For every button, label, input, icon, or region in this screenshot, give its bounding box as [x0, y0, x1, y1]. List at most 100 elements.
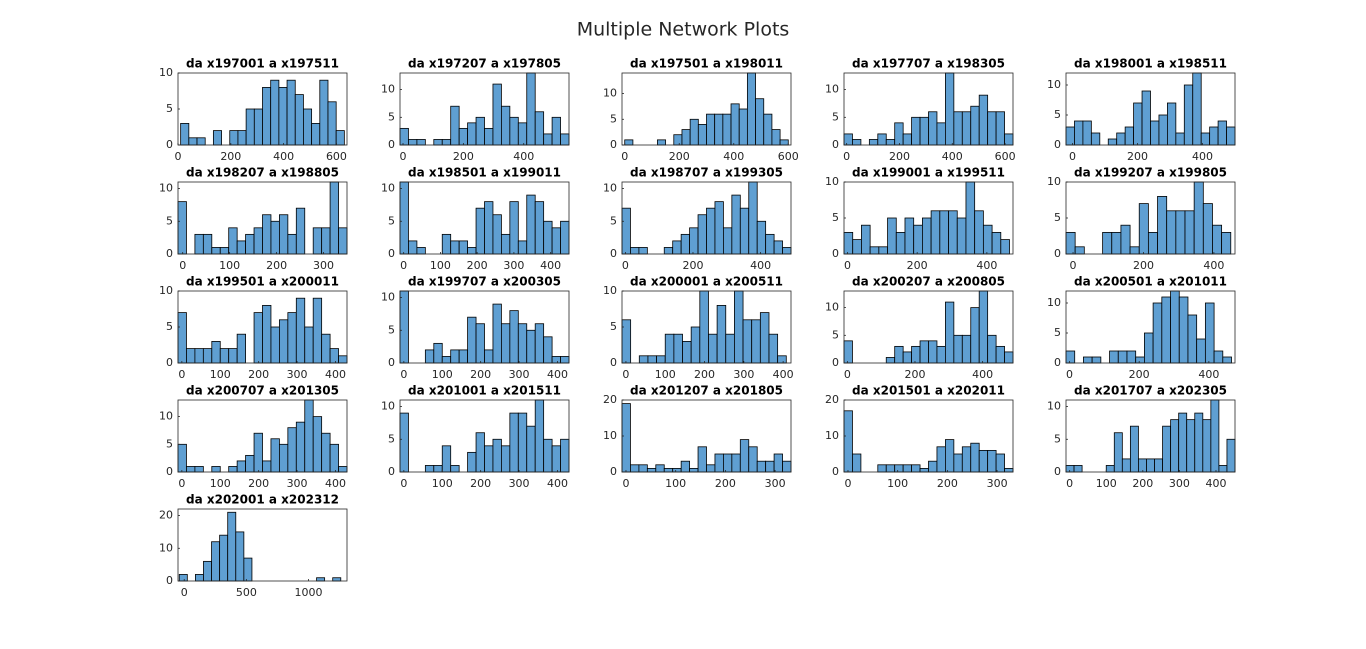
bar	[338, 355, 348, 364]
y-tick-label: 0	[832, 138, 839, 151]
bar	[765, 233, 775, 255]
bar	[672, 240, 682, 255]
x-tick-label: 0	[621, 150, 628, 163]
bar	[202, 348, 213, 364]
bar	[543, 438, 553, 473]
x-tick-label: 300	[503, 259, 524, 272]
x-tick-label: 0	[1066, 477, 1073, 490]
y-tick-label: 5	[832, 211, 839, 224]
bar	[953, 453, 963, 473]
subplot: 0 200 400 0 5 10 da x200207 a x200805	[825, 275, 1014, 381]
bar	[399, 412, 409, 473]
x-tick-label: 0	[844, 368, 851, 381]
bar	[1183, 84, 1194, 146]
bar	[655, 464, 665, 473]
y-tick-label: 0	[388, 465, 395, 478]
bar	[416, 139, 426, 146]
x-tick-label: 400	[972, 368, 993, 381]
bar	[509, 310, 519, 364]
bar	[467, 122, 477, 146]
bar	[484, 445, 494, 473]
bar	[1187, 314, 1198, 364]
axes-box	[621, 72, 792, 146]
x-tick-label: 0	[178, 368, 185, 381]
y-tick-label: 0	[166, 465, 173, 478]
y-tick-label: 10	[825, 175, 839, 188]
bar	[526, 425, 536, 473]
bar	[1120, 224, 1131, 255]
subplot: 0 100 200 300 0 5 10 da x198207 a x198805	[159, 166, 348, 272]
bar	[919, 340, 929, 364]
bar	[706, 207, 716, 255]
bar	[196, 137, 206, 146]
bar	[708, 333, 718, 364]
bar	[203, 560, 212, 582]
x-tick-label: 200	[1132, 477, 1153, 490]
bar	[852, 239, 862, 255]
x-tick-label: 0	[400, 477, 407, 490]
bar	[936, 122, 946, 146]
bar	[526, 72, 536, 146]
bar	[1204, 302, 1215, 364]
bar	[228, 348, 238, 364]
bar	[995, 453, 1005, 473]
bar	[716, 304, 727, 364]
bar	[1196, 338, 1206, 364]
bar	[843, 133, 853, 146]
y-tick-label: 10	[825, 429, 839, 442]
bar	[458, 127, 468, 146]
subplot-title: da x198707 a x199305	[630, 166, 783, 180]
bar	[843, 340, 853, 364]
subplot-title: da x198501 a x199011	[408, 166, 561, 180]
bar	[433, 342, 443, 364]
bar	[433, 139, 443, 146]
bar	[1202, 203, 1213, 255]
x-tick-label: 0	[400, 150, 407, 163]
bar	[194, 466, 204, 473]
bar	[551, 227, 561, 255]
bar	[475, 323, 485, 364]
bar	[1157, 195, 1168, 255]
subplot-title: da x199501 a x200011	[186, 275, 339, 289]
y-tick-label: 0	[1054, 356, 1061, 369]
bar	[624, 139, 634, 146]
y-tick-label: 0	[1054, 465, 1061, 478]
x-tick-label: 200	[694, 368, 715, 381]
bar	[399, 127, 409, 146]
bar	[500, 445, 511, 473]
bar	[1170, 290, 1180, 364]
bar	[517, 240, 528, 255]
y-tick-label: 20	[159, 509, 173, 522]
bar	[219, 348, 230, 364]
bar	[236, 240, 246, 255]
bar	[1222, 356, 1232, 364]
bar	[1218, 465, 1228, 473]
bar	[673, 134, 683, 146]
axes-box	[399, 72, 570, 146]
bar	[219, 247, 230, 255]
bar	[638, 247, 648, 255]
bar	[450, 465, 460, 473]
subplot: 0 100 200 300 400 0 5 10 da x201707 a x202305	[1047, 384, 1236, 490]
y-tick-label: 10	[381, 291, 395, 304]
bar	[509, 412, 519, 473]
y-tick-label: 0	[388, 247, 395, 260]
bar	[987, 334, 997, 364]
bar	[262, 460, 272, 473]
bar	[1178, 412, 1188, 473]
subplot: 0 200 400 600 0 5 10 da x197707 a x198305	[825, 57, 1016, 164]
y-tick-label: 0	[610, 247, 617, 260]
bar	[1065, 126, 1075, 146]
x-tick-label: 0	[622, 259, 629, 272]
bar	[236, 460, 246, 473]
bar	[416, 247, 426, 255]
axes-box	[843, 290, 1014, 364]
bar	[922, 217, 932, 255]
bar	[287, 427, 297, 473]
x-tick-label: 200	[682, 259, 703, 272]
bar	[755, 98, 765, 146]
bar	[270, 220, 280, 255]
bar	[902, 464, 913, 473]
axes-box	[1065, 72, 1236, 146]
x-tick-label: 0	[181, 586, 188, 599]
